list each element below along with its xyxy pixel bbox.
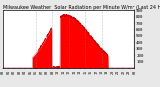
Text: Milwaukee Weather  Solar Radiation per Minute W/m² (Last 24 Hours): Milwaukee Weather Solar Radiation per Mi… bbox=[3, 5, 160, 10]
